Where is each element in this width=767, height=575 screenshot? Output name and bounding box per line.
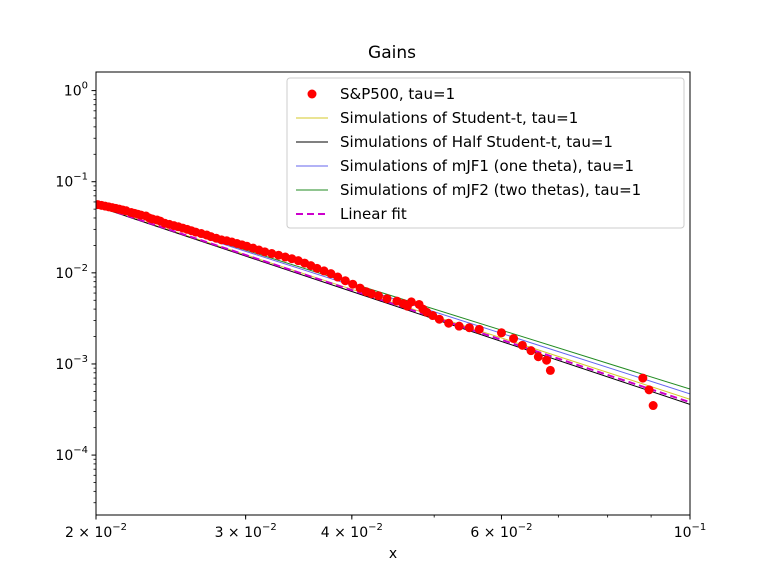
legend-label: Simulations of mJF2 (two thetas), tau=1 bbox=[340, 181, 641, 199]
data-point bbox=[260, 247, 270, 257]
x-tick-label: 2 × 10−2 bbox=[65, 522, 127, 541]
data-point bbox=[542, 355, 552, 365]
data-point bbox=[326, 269, 336, 279]
legend-label: Linear fit bbox=[340, 205, 407, 223]
data-point bbox=[340, 276, 350, 286]
y-tick-label: 100 bbox=[64, 81, 88, 100]
y-tick-label: 10−2 bbox=[55, 263, 88, 282]
x-axis-label: x bbox=[389, 546, 397, 562]
data-point bbox=[267, 249, 277, 259]
data-point bbox=[428, 311, 438, 321]
plot-frame bbox=[95, 71, 691, 516]
data-point bbox=[312, 263, 322, 273]
data-point bbox=[533, 352, 543, 362]
data-point bbox=[333, 272, 343, 282]
legend-box bbox=[286, 77, 685, 229]
scatter-series bbox=[96, 200, 658, 411]
x-tick-label: 10−1 bbox=[674, 522, 707, 541]
data-point bbox=[434, 314, 444, 324]
legend-label: Simulations of Half Student-t, tau=1 bbox=[340, 133, 613, 151]
data-point bbox=[526, 346, 536, 356]
data-point bbox=[444, 318, 454, 328]
data-point bbox=[319, 266, 329, 276]
legend: S&P500, tau=1 Simulations of Student-t, t… bbox=[286, 77, 685, 229]
data-point bbox=[367, 289, 377, 299]
legend-label: S&P500, tau=1 bbox=[340, 85, 455, 103]
x-tick-label: 3 × 10−2 bbox=[215, 522, 277, 541]
y-tick-label: 10−4 bbox=[55, 445, 88, 464]
data-point bbox=[348, 279, 358, 289]
data-point bbox=[496, 328, 506, 338]
data-point bbox=[644, 385, 654, 395]
series-line-5 bbox=[96, 204, 690, 404]
plot-area bbox=[96, 200, 690, 411]
data-point bbox=[648, 401, 658, 411]
data-point bbox=[374, 291, 384, 301]
x-axis: 2 × 10−2 3 × 10−2 4 × 10−2 6 × 10−2 10−1 bbox=[65, 515, 706, 541]
data-point bbox=[454, 321, 464, 331]
data-point bbox=[474, 324, 484, 334]
data-point bbox=[509, 334, 519, 344]
data-point bbox=[382, 294, 392, 304]
legend-label: Simulations of Student-t, tau=1 bbox=[340, 109, 578, 127]
data-point bbox=[638, 373, 648, 383]
legend-marker bbox=[307, 89, 317, 99]
x-tick-label: 6 × 10−2 bbox=[470, 522, 532, 541]
data-point bbox=[464, 323, 474, 333]
x-tick-label: 4 × 10−2 bbox=[321, 522, 383, 541]
chart-title: Gains bbox=[368, 43, 416, 63]
legend-label: Simulations of mJF1 (one theta), tau=1 bbox=[340, 157, 634, 175]
data-point bbox=[545, 365, 555, 375]
y-tick-label: 10−3 bbox=[55, 354, 88, 373]
data-point bbox=[517, 340, 527, 350]
data-point bbox=[406, 297, 416, 307]
y-axis: 100 10−1 10−2 10−3 10−4 bbox=[55, 81, 96, 504]
y-tick-label: 10−1 bbox=[55, 172, 88, 191]
